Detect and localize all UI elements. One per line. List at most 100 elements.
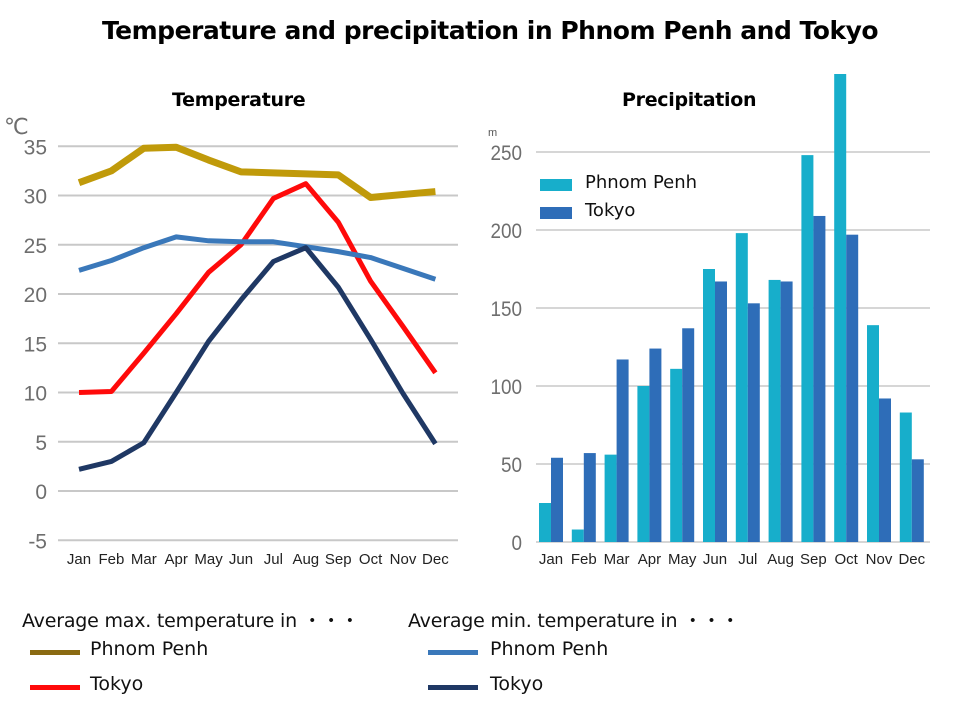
line-pp-min (78, 234, 437, 282)
precipitation-x-ticks: Jan Feb Mar Apr May Jun Jul Aug Sep Oct Nov Dec (539, 551, 926, 568)
y-tick-label: 150 (490, 298, 522, 321)
precipitation-bars (539, 74, 924, 542)
x-tick-label: May (668, 551, 697, 568)
max-temperature-legend: Average max. temperature in ・・・ Phnom Pe… (22, 606, 359, 710)
x-tick-label: Jun (229, 551, 253, 568)
temperature-grid (58, 145, 458, 542)
main-title: Temperature and precipitation in Phnom P… (101, 16, 879, 45)
y-tick-label: 5 (35, 432, 47, 455)
y-tick-label: 25 (24, 235, 47, 258)
bar-phnom-penh (604, 454, 617, 542)
bar-tokyo (715, 281, 727, 542)
x-tick-label: Mar (604, 551, 630, 568)
y-tick-label: 0 (35, 481, 47, 504)
bar-phnom-penh (801, 155, 814, 542)
x-tick-label: Apr (638, 551, 661, 568)
bar-phnom-penh (637, 386, 650, 542)
bar-tokyo (583, 453, 596, 542)
bar-phnom-penh (703, 269, 715, 542)
y-tick-label: 20 (24, 284, 47, 307)
x-tick-label: Jun (703, 551, 727, 568)
bar-tokyo (780, 281, 793, 542)
y-tick-label: 15 (24, 333, 47, 356)
min-legend-item-tokyo: Tokyo (408, 673, 740, 710)
legend-label-phnom-penh: Phnom Penh (585, 172, 698, 193)
y-tick-label: 10 (24, 383, 47, 406)
legend-label: Phnom Penh (490, 638, 609, 660)
x-tick-label: Dec (898, 551, 925, 568)
min-temperature-legend: Average min. temperature in ・・・ Phnom Pe… (408, 606, 740, 710)
temperature-chart: 35 30 25 20 15 10 5 0 -5 Jan Feb Mar Apr May Jun Jul Au… (4, 114, 458, 568)
bar-tokyo (879, 398, 891, 542)
y-tick-label: 200 (490, 220, 522, 243)
x-tick-label: Apr (165, 551, 188, 568)
x-tick-label: Jan (67, 551, 91, 568)
legend-line-tokyo-min (428, 685, 478, 690)
precipitation-title: Precipitation (622, 89, 757, 111)
x-tick-label: Aug (767, 551, 794, 568)
line-tokyo-min (78, 245, 438, 472)
bar-phnom-penh (735, 233, 748, 542)
x-tick-label: May (194, 551, 223, 568)
y-tick-label: 250 (490, 142, 522, 165)
bar-tokyo (616, 359, 629, 542)
precipitation-y-unit: m (488, 127, 497, 139)
y-tick-label: 0 (511, 532, 522, 555)
bar-tokyo (911, 459, 924, 542)
bar-phnom-penh (539, 503, 551, 542)
bar-phnom-penh (768, 279, 781, 542)
x-tick-label: Feb (571, 551, 597, 568)
y-tick-label: 50 (501, 454, 522, 477)
x-tick-label: Nov (390, 551, 417, 568)
min-legend-item-phnom-penh: Phnom Penh (408, 638, 740, 675)
x-tick-label: Jul (264, 551, 283, 568)
x-tick-label: Jan (539, 551, 563, 568)
bar-tokyo (682, 328, 695, 542)
x-tick-label: Sep (800, 551, 827, 568)
bar-phnom-penh (670, 368, 683, 542)
line-tokyo-max (78, 181, 438, 395)
x-tick-label: Oct (359, 551, 383, 568)
bar-tokyo (747, 303, 760, 542)
bar-tokyo (551, 457, 563, 542)
max-legend-item-phnom-penh: Phnom Penh (22, 638, 359, 675)
temperature-lines (77, 143, 438, 472)
temperature-x-ticks: Jan Feb Mar Apr May Jun Jul Aug Sep Oct Nov Dec (67, 551, 449, 568)
x-tick-label: Sep (325, 551, 352, 568)
x-tick-label: Aug (292, 551, 319, 568)
legend-label: Tokyo (490, 673, 544, 695)
legend-swatch-tokyo (540, 207, 572, 219)
y-tick-label: 35 (24, 136, 47, 159)
x-tick-label: Jul (738, 551, 757, 568)
x-tick-label: Mar (131, 551, 157, 568)
bar-phnom-penh (899, 412, 912, 542)
y-tick-label: 100 (490, 376, 522, 399)
bar-tokyo (846, 234, 859, 542)
temperature-y-ticks: 35 30 25 20 15 10 5 0 -5 (24, 136, 47, 553)
precipitation-grid (536, 151, 930, 543)
bar-phnom-penh (834, 74, 847, 542)
temperature-title: Temperature (172, 89, 306, 111)
legend-label: Phnom Penh (90, 638, 209, 660)
max-legend-heading: Average max. temperature in ・・・ (22, 610, 360, 632)
y-tick-label: -5 (28, 530, 47, 553)
x-tick-label: Oct (835, 551, 859, 568)
legend-line-pp-min (428, 650, 478, 655)
bar-tokyo (649, 348, 662, 542)
x-tick-label: Dec (422, 551, 449, 568)
legend-line-tokyo-max (30, 685, 80, 690)
bar-phnom-penh (571, 529, 584, 542)
x-tick-label: Nov (866, 551, 893, 568)
legend-label: Tokyo (90, 673, 144, 695)
x-tick-label: Feb (98, 551, 124, 568)
temperature-y-unit: ℃ (4, 114, 29, 139)
legend-line-pp-max (30, 650, 80, 655)
bar-phnom-penh (867, 325, 879, 542)
line-pp-max (77, 143, 436, 201)
precipitation-chart: 250 200 150 100 50 0 Jan Feb Mar Apr May Jun Jul Aug… (488, 74, 930, 568)
max-legend-item-tokyo: Tokyo (22, 673, 359, 710)
y-tick-label: 30 (24, 186, 47, 209)
bar-tokyo (813, 215, 826, 542)
precipitation-y-ticks: 250 200 150 100 50 0 (490, 142, 522, 555)
legend-label-tokyo: Tokyo (585, 200, 636, 221)
